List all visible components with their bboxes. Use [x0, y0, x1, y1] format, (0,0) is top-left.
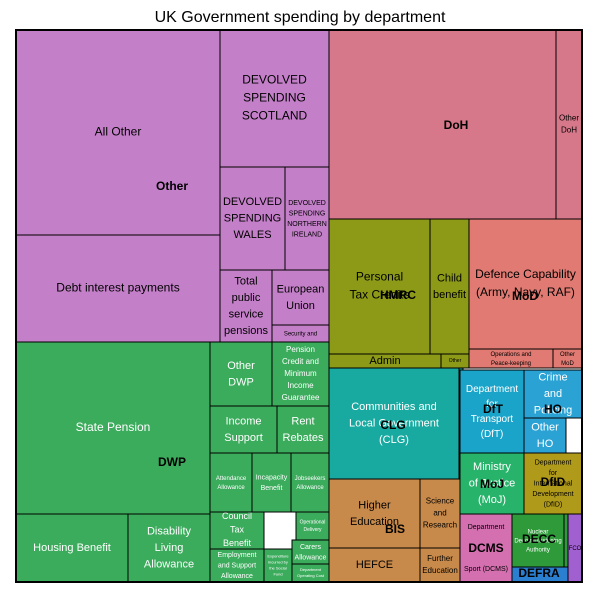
treemap-cell-other-1: [219, 29, 330, 168]
treemap-cell-dwp-10: [209, 511, 265, 550]
treemap-cell-label-ministry-of-justice-moj: Ministry of Justice (MoJ): [469, 461, 515, 506]
treemap-cell-moj-0: [459, 452, 525, 515]
treemap-cell-label-hefce: HEFCE: [356, 559, 393, 571]
treemap-cell-label-rent-rebates: Rent Rebates: [283, 415, 324, 444]
treemap-cell-label-other: Other: [449, 358, 462, 364]
group-label-dft: DfT: [483, 402, 504, 416]
treemap-rects: All Other DEVOLVED SPENDING SCOTLAND DEVOLVE…: [15, 29, 583, 583]
treemap-cell-label-housing-benefit: Housing Benefit: [33, 542, 111, 554]
treemap-cell-decc-1: [563, 513, 569, 568]
treemap-cell-label-department-for-transport-dft: Department for Transport (DfT): [466, 384, 518, 440]
group-label-other: Other: [156, 179, 188, 193]
treemap-cell-label-department-operating-cost: Department Operating Cost: [297, 567, 325, 578]
treemap-cell-label-jobseekers-allowance: Jobseekers Allowance: [295, 476, 326, 491]
treemap-cell-label-operational-delivery: Operational Delivery: [300, 520, 326, 534]
treemap-cell-label-devolved-spending-scotland: DEVOLVED SPENDING SCOTLAND: [242, 73, 308, 123]
treemap-cell-hmrc-0: [328, 218, 431, 355]
treemap-cell-label-all-other: All Other: [95, 125, 142, 139]
treemap-cell-label-operations-and-peace-keeping: Operations and Peace-keeping: [490, 352, 531, 367]
treemap-cell-dwp-1: [209, 341, 273, 407]
treemap-cell-label-nuclear-decommissioning-authority: Nuclear Decommissioning Authority: [514, 529, 561, 553]
treemap-cell-doh-1: [555, 29, 583, 220]
treemap-cell-other-5: [219, 269, 273, 343]
treemap-cell-label-debt-interest-payments: Debt interest payments: [56, 281, 179, 295]
treemap-border: [15, 29, 583, 583]
treemap-cell-label-expenditure-incurred-by-the-social-fund: Expenditure incurred by the Social Fund: [267, 554, 289, 577]
treemap-cell-label-devolved-spending-northern-ireland: DEVOLVED SPENDING NORTHERN IRELAND: [287, 200, 327, 239]
treemap-cell-label-pension-credit-and-minimum-income-guarantee: Pension Credit and Minimum Income Guarantee: [282, 345, 320, 402]
group-label-hmrc: HMRC: [380, 288, 416, 302]
treemap-cell-mod-0: [468, 218, 583, 350]
treemap-cell-dwp-8: [15, 513, 129, 583]
treemap-cell-label-attendance-allowance: Attendance Allowance: [216, 476, 247, 491]
treemap-cell-dwp-3: [209, 405, 278, 454]
treemap-cell-label-security-and: Security and: [284, 331, 317, 337]
group-label-clg: CLG: [380, 418, 405, 432]
treemap-cell-dwp-5: [209, 452, 253, 513]
treemap-cell-dwp-12: [263, 548, 293, 583]
treemap-group-labels: Other DoH HMRC MoD DWP CLG DfT HO MoJ DfID BIS DCMS…: [156, 118, 566, 580]
treemap-cell-label-crime-and-policing: Crime and Policing: [534, 371, 573, 416]
treemap-cell-label-child-benefit: Child benefit: [433, 272, 466, 301]
treemap-cell-doh-0: [328, 29, 557, 220]
group-label-dfid: DfID: [541, 475, 566, 489]
treemap-cell-label-carers-allowance: Carers Allowance: [295, 544, 327, 562]
treemap-cell-bis-3: [419, 547, 461, 583]
group-label-moj: MoJ: [480, 477, 504, 491]
treemap-cell-other-6: [271, 269, 330, 326]
treemap-cell-label-defence-capability-army-navy-raf: Defence Capability (Army, Navy, RAF): [475, 267, 576, 299]
group-label-doh: DoH: [444, 118, 469, 132]
group-label-dwp: DWP: [158, 455, 186, 469]
treemap-cell-other-0: [15, 29, 221, 236]
treemap-cell-label-european-union: European Union: [277, 283, 325, 312]
treemap-cell-label-total-public-service-pensions: Total public service pensions: [224, 275, 269, 337]
group-label-bis: BIS: [385, 522, 405, 536]
treemap-cell-other-2: [219, 166, 286, 271]
treemap-cell-dwp-13: [295, 511, 330, 541]
treemap-cell-bis-1: [419, 478, 461, 549]
treemap-cell-label-higher-education: Higher Education: [350, 499, 399, 528]
treemap-cell-label-science-and-research: Science and Research: [423, 497, 457, 530]
treemap-cell-label-admin: Admin: [369, 355, 400, 367]
group-label-ho: HO: [544, 402, 562, 416]
treemap-cell-label-other-dwp: Other DWP: [227, 360, 255, 389]
treemap-cell-hmrc-1: [429, 218, 470, 355]
treemap-cell-label-other-doh: Other DoH: [559, 114, 579, 135]
treemap-cell-label-other-mod: Other MoD: [560, 352, 575, 367]
treemap-cell-label-further-education: Further Education: [422, 554, 458, 575]
treemap-cell-bis-0: [328, 478, 421, 549]
treemap-cell-label-department-for-culture-media-and-sport-dcms: Department Sport (DCMS): [464, 524, 508, 573]
group-label-mod: MoD: [512, 289, 538, 303]
treemap-cell-label-council-tax-benefit: Council Tax Benefit: [222, 511, 252, 548]
treemap-cell-label-incapacity-benefit: Incapacity Benefit: [256, 474, 288, 492]
group-label-dcms: DCMS: [468, 541, 503, 555]
chart-title: UK Government spending by department: [155, 9, 446, 26]
treemap-cell-label-other-ho: Other HO: [531, 421, 559, 450]
group-label-defra: DEFRA: [518, 566, 560, 580]
treemap-cell-label-employment-and-support-allowance: Employment and Support Allowance: [218, 552, 257, 580]
treemap-cell-label-personal-tax-credits: Personal Tax Credits: [349, 270, 409, 302]
treemap-cell-other-3: [284, 166, 330, 271]
treemap-cell-label-income-support: Income Support: [224, 415, 263, 444]
treemap-cell-dfid-0: [523, 452, 583, 515]
treemap-cell-dwp-7: [290, 452, 330, 513]
treemap-cell-ho-1: [523, 417, 567, 454]
treemap-cell-label-department-for-international-development-dfid: Department for International Development (Df…: [532, 459, 573, 508]
treemap-cell-dwp-6: [251, 452, 292, 513]
treemap-cell-label-fco: FCO: [569, 546, 582, 552]
treemap-cell-dwp-4: [276, 405, 330, 454]
treemap-cell-label-state-pension: State Pension: [76, 420, 151, 434]
treemap-cell-label-disability-living-allowance: Disability Living Allowance: [144, 525, 194, 570]
treemap-cell-clg-0: [328, 367, 460, 480]
treemap-cell-label-devolved-spending-wales: DEVOLVED SPENDING WALES: [223, 196, 282, 241]
treemap-cell-label-communities-and-local-government-clg: Communities and Local Government (CLG): [349, 401, 439, 446]
group-label-decc: DECC: [522, 532, 556, 546]
treemap-cell-bis-2: [328, 547, 421, 583]
